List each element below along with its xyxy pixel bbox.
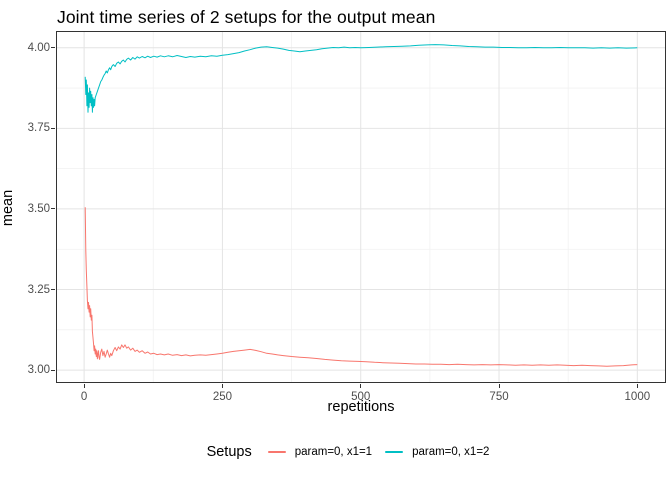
series-line-1 (84, 207, 638, 367)
y-tick-mark (51, 208, 55, 210)
x-tick-label: 1000 (624, 391, 651, 403)
chart-title: Joint time series of 2 setups for the ou… (57, 7, 436, 27)
legend-line-swatch-series2 (385, 451, 404, 453)
legend-line-swatch-series1 (267, 451, 286, 453)
y-tick-label: 3.50 (27, 202, 50, 215)
y-tick-mark (51, 127, 55, 129)
y-tick-label: 3.00 (27, 364, 50, 377)
y-tick-mark (51, 47, 55, 49)
x-tick-mark (498, 384, 500, 388)
series-line-2 (84, 44, 638, 113)
legend-item-label: param=0, x1=1 (294, 446, 373, 458)
plot-area-svg (57, 32, 665, 382)
legend-title: Setups (206, 444, 252, 460)
x-tick-label: 750 (489, 391, 509, 403)
x-tick-label: 500 (351, 391, 371, 403)
y-tick-mark (51, 369, 55, 371)
y-tick-label: 4.00 (27, 41, 50, 54)
y-tick-mark (51, 289, 55, 290)
legend-item-label: param=0, x1=2 (412, 446, 490, 458)
legend-item: param=0, x1=1 (267, 446, 373, 458)
x-tick-mark (360, 384, 362, 388)
legend-item: param=0, x1=2 (385, 446, 489, 458)
plot-panel (56, 31, 666, 383)
x-axis-title: repetitions (327, 399, 395, 415)
x-tick-mark (636, 384, 638, 388)
y-tick-label: 3.75 (27, 122, 50, 135)
x-tick-label: 0 (80, 391, 88, 403)
x-tick-label: 250 (212, 391, 232, 403)
x-tick-mark (83, 384, 85, 388)
x-tick-mark (221, 384, 223, 388)
legend: Setups param=0, x1=1 param=0, x1=2 (0, 444, 672, 460)
y-tick-label: 3.25 (27, 283, 50, 296)
